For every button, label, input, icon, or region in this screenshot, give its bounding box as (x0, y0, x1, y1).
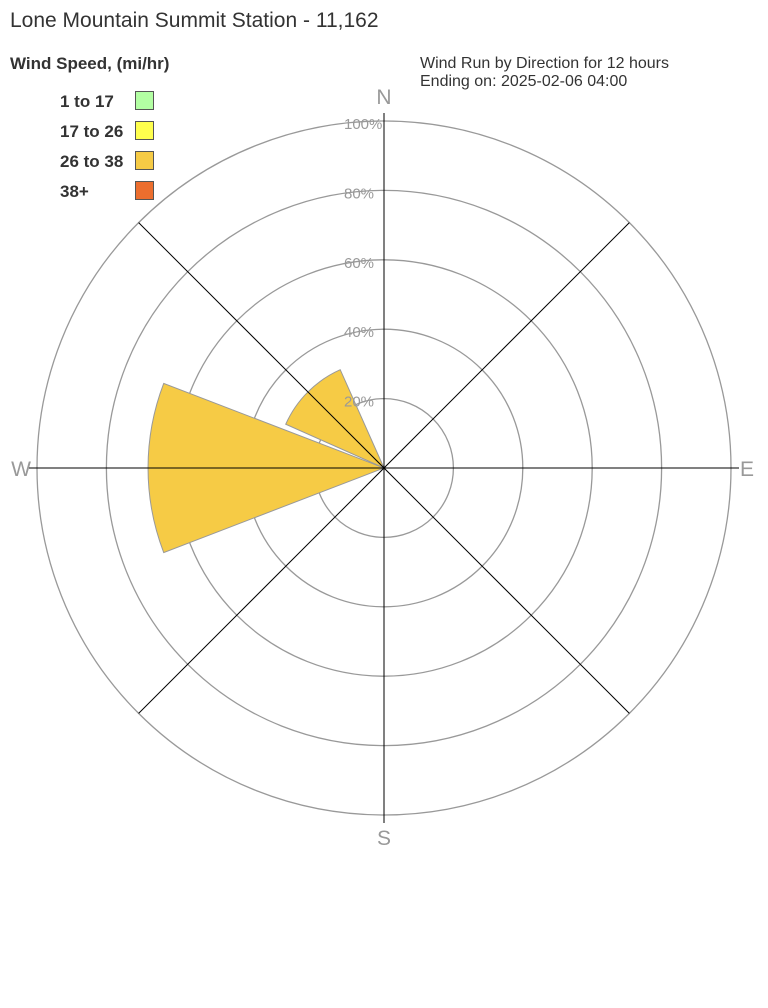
subtitle-line-1: Wind Run by Direction for 12 hours (420, 55, 669, 72)
legend-swatch (135, 121, 154, 140)
legend-label: 17 to 26 (60, 122, 124, 141)
chart-title: Lone Mountain Summit Station - 11,162 (10, 9, 379, 32)
spoke-line (138, 222, 630, 714)
chart-subtitle: Wind Run by Direction for 12 hours Endin… (420, 55, 669, 91)
legend-swatch (135, 151, 154, 170)
radial-tick-label: 80% (344, 185, 374, 202)
radial-tick-label: 100% (344, 116, 382, 133)
compass-label-E: E (740, 458, 754, 481)
legend-label: 1 to 17 (60, 92, 114, 111)
legend-label: 38+ (60, 182, 89, 201)
compass-label-N: N (376, 86, 391, 109)
legend-title: Wind Speed, (mi/hr) (10, 54, 170, 73)
legend-swatch (135, 91, 154, 110)
radial-tick-label: 60% (344, 255, 374, 272)
radial-tick-label: 20% (344, 394, 374, 411)
radial-tick-label: 40% (344, 324, 374, 341)
subtitle-line-2: Ending on: 2025-02-06 04:00 (420, 73, 628, 90)
legend-label: 26 to 38 (60, 152, 124, 171)
legend-swatch (135, 181, 154, 200)
compass-label-W: W (11, 458, 31, 481)
compass-label-S: S (377, 827, 391, 850)
